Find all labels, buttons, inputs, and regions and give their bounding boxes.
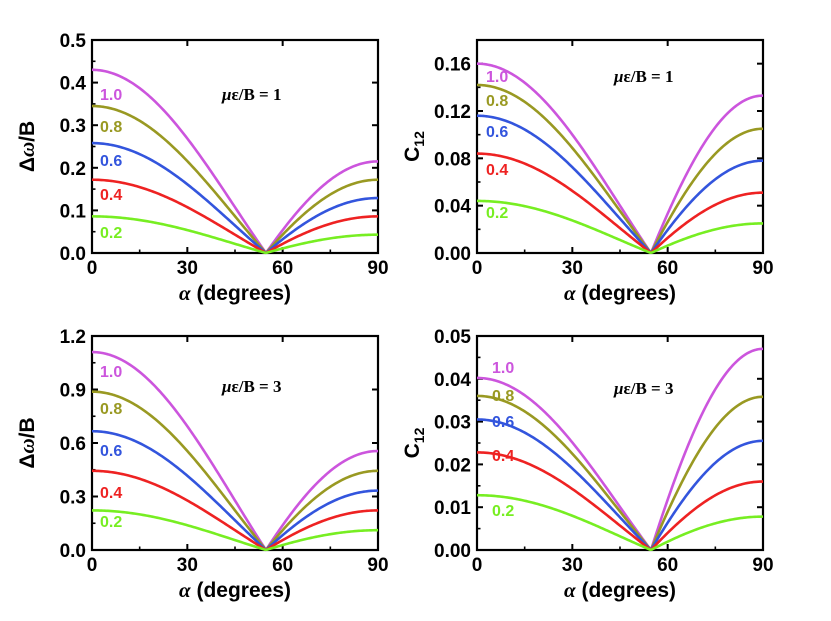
y-tick-label: 0.12: [434, 102, 471, 123]
series-label: 1.0: [100, 364, 122, 381]
series-line-1.0: [91, 350, 379, 551]
series-label: 0.2: [492, 503, 514, 520]
series-label: 0.8: [486, 93, 508, 110]
series-label: 0.2: [486, 205, 508, 222]
series-line-0.8: [91, 104, 379, 254]
x-tick-label: 0: [87, 258, 98, 279]
x-axis-title: α (degrees): [564, 281, 676, 305]
y-tick-label: 0.04: [434, 370, 471, 391]
series-label: 0.6: [492, 414, 514, 431]
series-label: 0.2: [100, 225, 122, 242]
x-tick-label: 90: [367, 555, 388, 576]
series-label: 0.2: [100, 514, 122, 531]
y-tick-label: 0.4: [60, 74, 87, 95]
x-tick-label: 0: [472, 555, 483, 576]
y-tick-label: 0.0: [60, 244, 86, 265]
series-line-0.2: [91, 215, 379, 255]
series-line-0.8: [476, 83, 764, 254]
x-tick-label: 30: [177, 555, 198, 576]
chart-panel-top-left: 0 30 60 90 0.0 0.1 0.2 0.3 0.4 0.5 α (degrees) Δω/B…: [15, 31, 389, 305]
series-label: 0.8: [100, 401, 122, 418]
series-line-0.6: [91, 141, 379, 254]
chart-panel-top-right: 0 30 60 90 0.00 0.04 0.08 0.12 0.16 α (degrees) C1…: [401, 38, 774, 305]
y-tick-label: 0.3: [60, 116, 86, 137]
x-tick-label: 90: [752, 258, 773, 279]
series-line-0.2: [477, 493, 763, 551]
series-label: 0.6: [100, 443, 122, 460]
y-tick-label: 0.1: [60, 201, 87, 222]
x-tick-label: 60: [272, 555, 293, 576]
series-line-1.0: [91, 68, 379, 254]
x-axis-title: α (degrees): [179, 578, 291, 602]
y-tick-label: 0.00: [434, 541, 471, 562]
series-label: 0.4: [486, 162, 508, 179]
parameter-annotation: με/B = 1: [613, 67, 673, 86]
series-line-0.4: [476, 152, 764, 254]
series-label: 0.4: [100, 187, 122, 204]
x-tick-label: 60: [657, 258, 678, 279]
y-tick-label: 0.02: [434, 455, 471, 476]
series-line-0.2: [476, 199, 763, 254]
x-tick-label: 60: [272, 258, 293, 279]
series-line-0.6: [91, 429, 379, 551]
series-line-0.2: [92, 509, 378, 552]
chart-panel-bottom-right: 0 30 60 90 0.00 0.01 0.02 0.03 0.04 0.05 α (degree…: [401, 327, 774, 602]
series-line-0.8: [476, 394, 764, 551]
y-tick-label: 0.00: [434, 244, 471, 265]
y-tick-label: 0.3: [60, 488, 86, 509]
x-tick-label: 30: [562, 258, 583, 279]
series-line-0.6: [476, 418, 764, 551]
series-label: 0.4: [492, 448, 514, 465]
x-tick-label: 30: [562, 555, 583, 576]
y-tick-label: 1.2: [60, 327, 86, 348]
series-line-0.4: [91, 469, 379, 551]
x-tick-label: 0: [472, 258, 483, 279]
y-axis-title: Δω/B: [15, 417, 39, 468]
x-tick-label: 30: [177, 258, 198, 279]
y-tick-label: 0.04: [434, 197, 471, 218]
series-label: 1.0: [100, 87, 122, 104]
y-tick-label: 0.0: [60, 541, 86, 562]
parameter-annotation: με/B = 3: [613, 379, 673, 398]
y-tick-label: 0.9: [60, 381, 86, 402]
series-line-1.0: [476, 62, 764, 254]
series-label: 0.6: [486, 124, 508, 141]
y-tick-label: 0.05: [434, 327, 471, 348]
x-tick-label: 0: [87, 555, 98, 576]
series-label: 0.6: [100, 153, 122, 170]
parameter-annotation: με/B = 3: [221, 377, 281, 396]
series-label: 0.8: [492, 388, 514, 405]
y-tick-label: 0.6: [60, 434, 86, 455]
x-tick-label: 90: [367, 258, 388, 279]
series-line-1.0: [476, 347, 764, 551]
chart-panel-bottom-left: 0 30 60 90 0.0 0.3 0.6 0.9 1.2 α (degrees) Δω/B 1.0…: [15, 327, 389, 602]
y-axis-title: C12: [401, 427, 427, 458]
y-tick-label: 0.2: [60, 159, 86, 180]
y-tick-label: 0.16: [434, 55, 471, 76]
x-axis-title: α (degrees): [179, 281, 291, 305]
series-line-0.6: [476, 114, 764, 254]
parameter-annotation: με/B = 1: [221, 85, 281, 104]
y-tick-label: 0.08: [434, 149, 471, 170]
series-line-0.4: [91, 178, 379, 254]
series-label: 0.8: [100, 119, 122, 136]
y-tick-label: 0.01: [434, 498, 471, 519]
series-label: 1.0: [486, 69, 508, 86]
series-line-0.8: [91, 390, 379, 551]
series-label: 1.0: [492, 360, 514, 377]
x-axis-title: α (degrees): [564, 578, 676, 602]
series-line-0.4: [476, 451, 764, 551]
y-tick-label: 0.03: [434, 413, 471, 434]
series-label: 0.4: [100, 485, 122, 502]
x-tick-label: 60: [657, 555, 678, 576]
x-tick-label: 90: [752, 555, 773, 576]
y-axis-title: Δω/B: [15, 121, 39, 172]
y-tick-label: 0.5: [60, 31, 87, 52]
y-axis-title: C12: [401, 131, 427, 162]
